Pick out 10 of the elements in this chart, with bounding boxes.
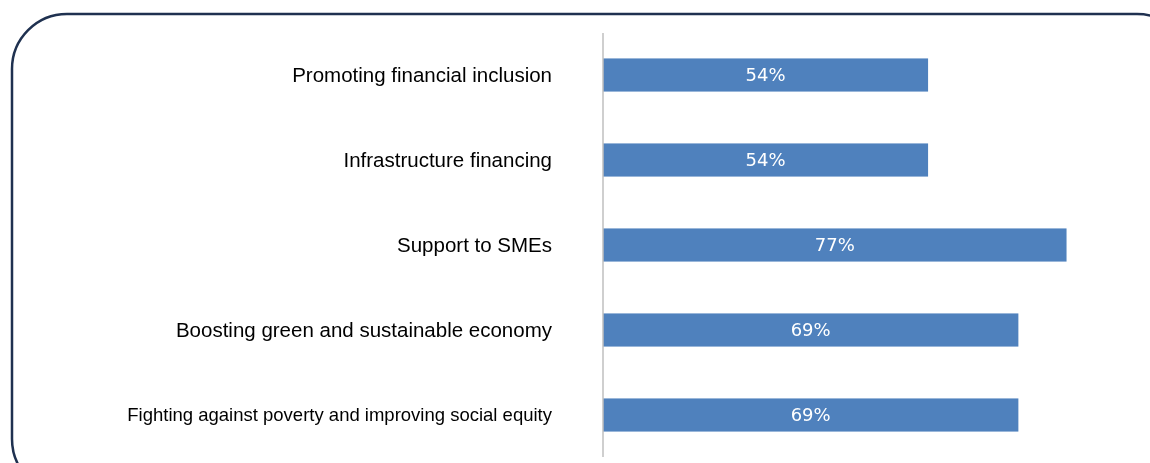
data-label: 69% [790, 319, 831, 341]
data-label: 69% [790, 404, 831, 426]
y-tick-label: Support to SMEs [397, 233, 552, 257]
y-tick-label: Boosting green and sustainable economy [175, 318, 553, 342]
data-label: 54% [745, 149, 786, 171]
data-label: 54% [745, 64, 786, 86]
y-tick-label: Promoting financial inclusion [292, 63, 552, 87]
data-label: 77% [814, 234, 855, 256]
y-tick-label: Infrastructure financing [343, 148, 552, 172]
y-tick-label: Fighting against poverty and improving social equity [127, 404, 553, 426]
